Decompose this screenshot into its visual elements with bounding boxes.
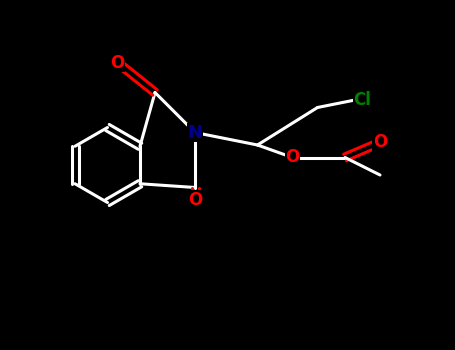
- Text: O: O: [188, 191, 202, 209]
- Text: O: O: [285, 148, 300, 167]
- Text: O: O: [111, 54, 125, 71]
- Text: O: O: [373, 133, 387, 152]
- Text: Cl: Cl: [354, 91, 371, 109]
- Text: N: N: [187, 124, 202, 141]
